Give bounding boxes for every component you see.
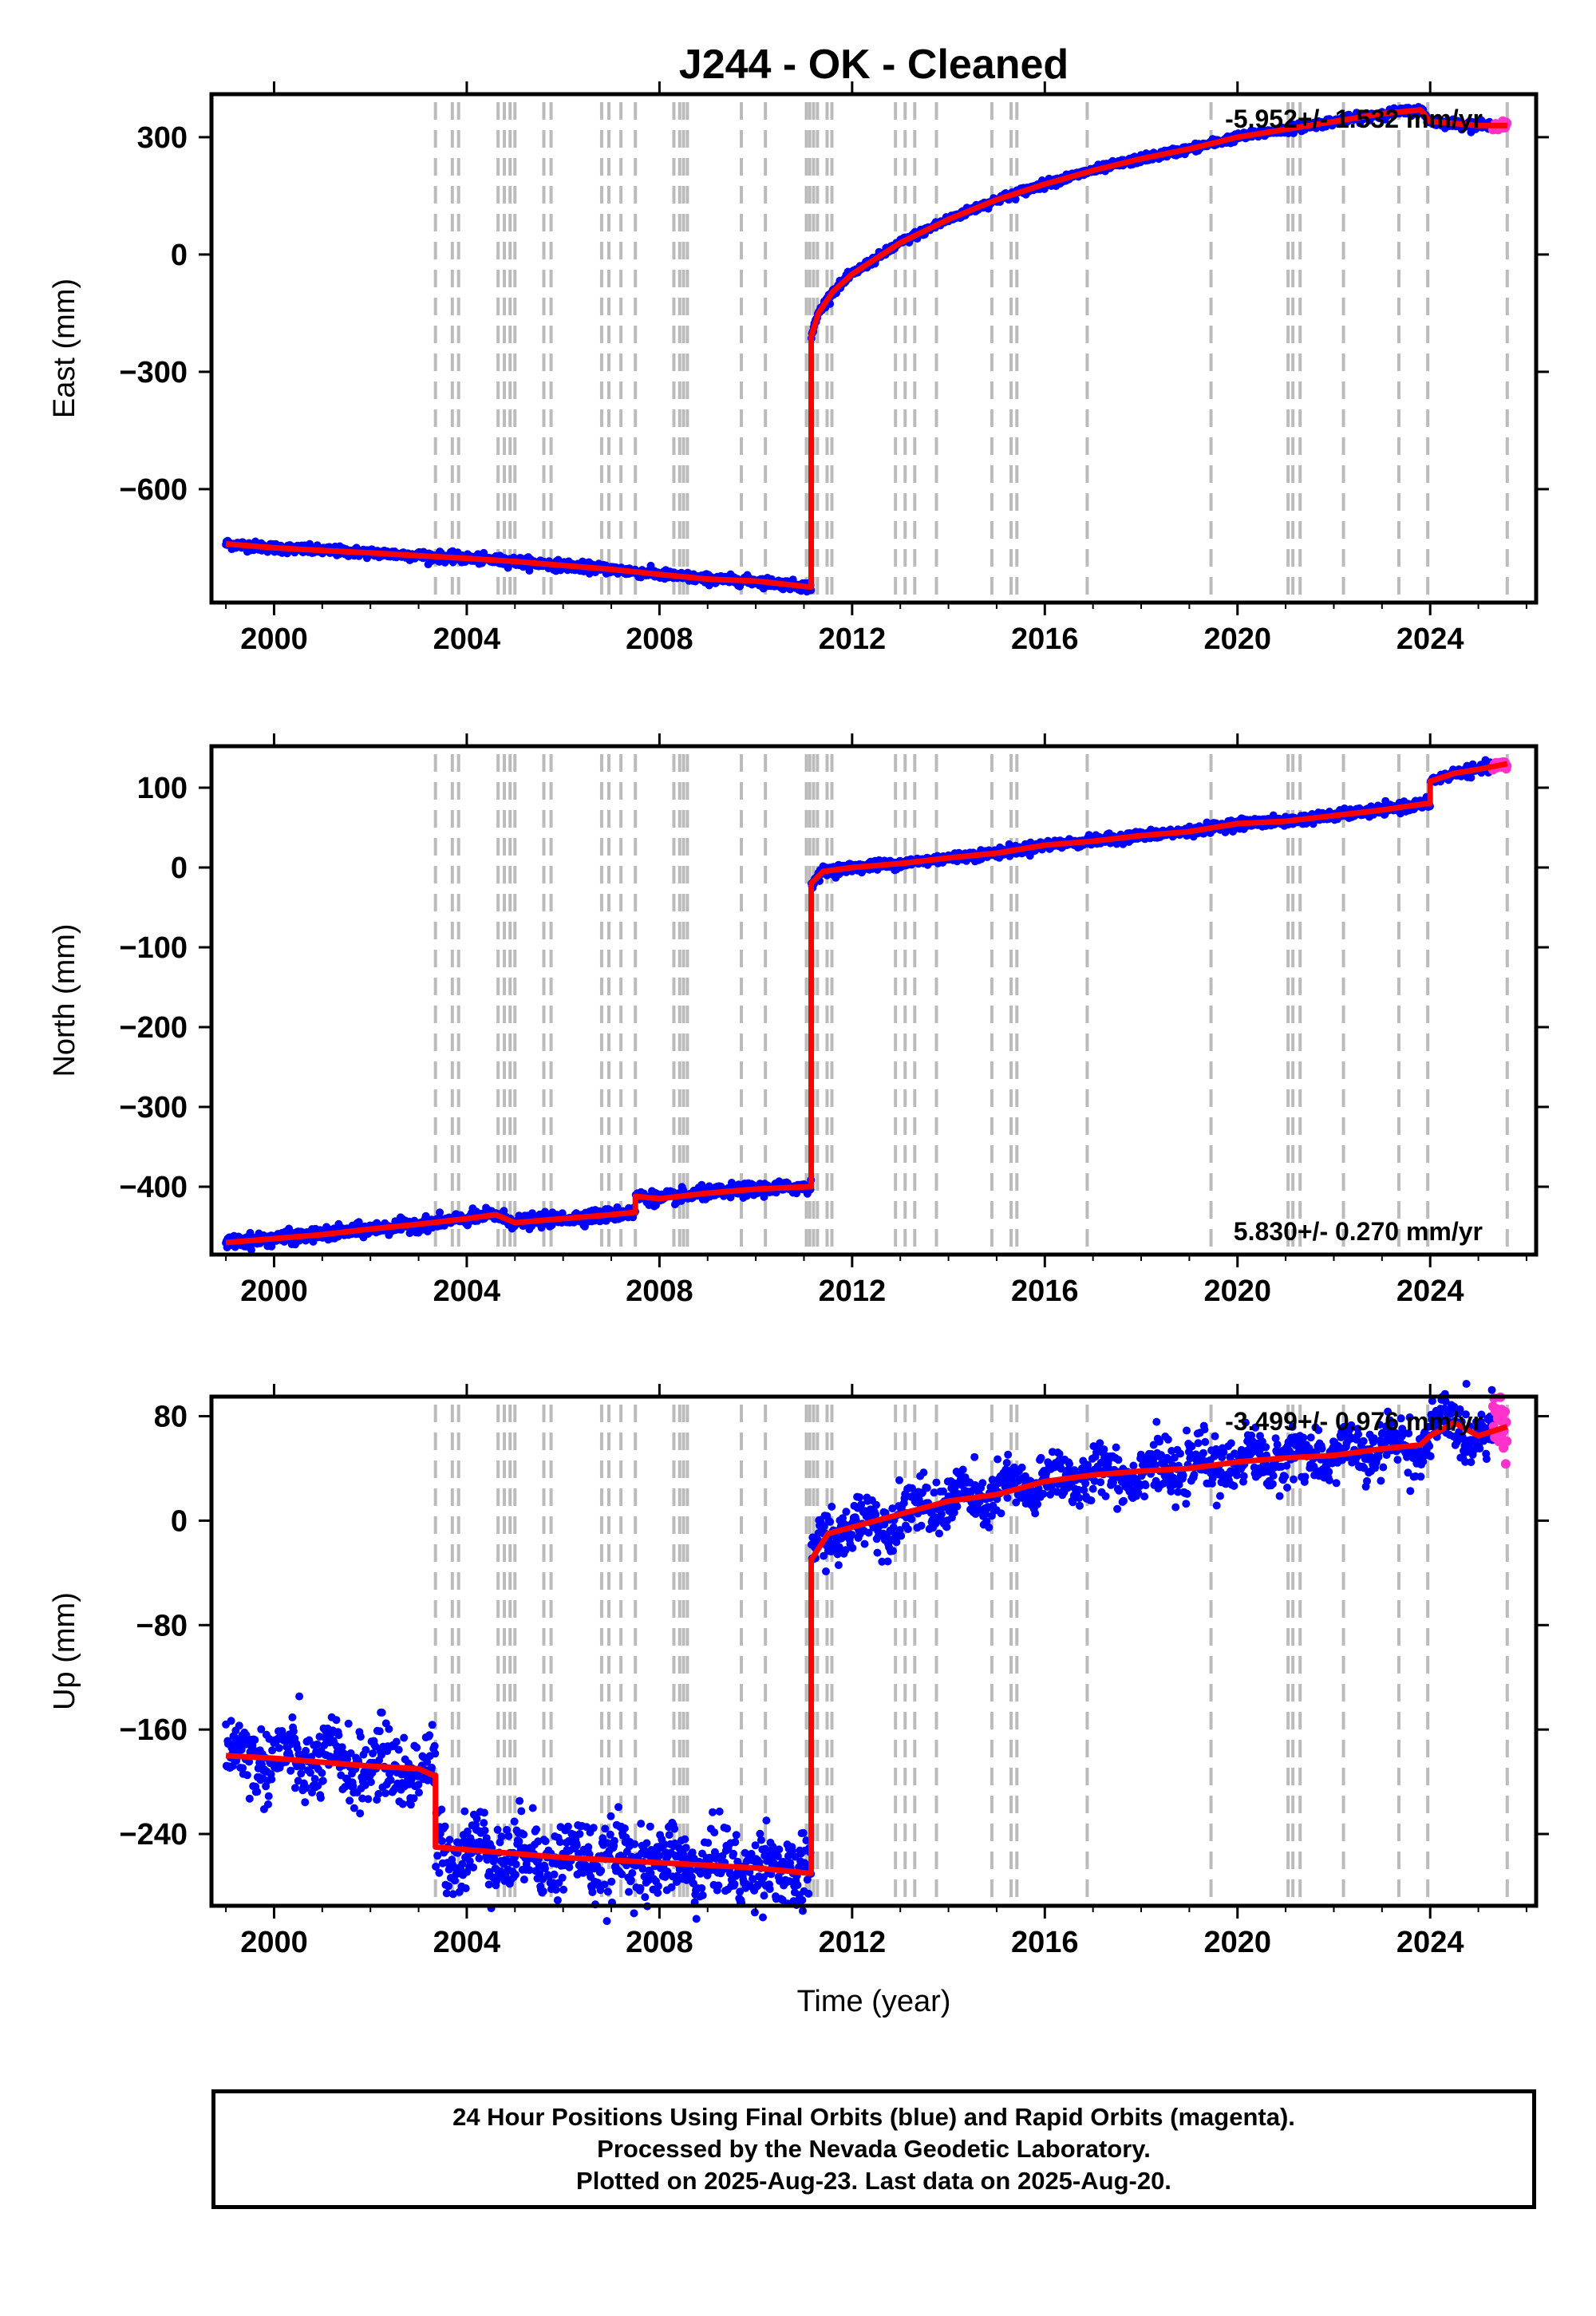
east-y-tick-label: 300 <box>137 121 188 155</box>
final-orbit-point <box>301 1798 310 1807</box>
final-orbit-point <box>334 1731 343 1740</box>
final-orbit-point <box>366 1778 375 1786</box>
final-orbit-point <box>377 1708 386 1717</box>
final-orbit-point <box>264 1792 273 1800</box>
east-x-tick-label: 2008 <box>626 622 693 656</box>
east-position-points <box>222 103 1512 596</box>
north-x-tick-label: 2012 <box>819 1275 887 1308</box>
final-orbit-point <box>356 1733 365 1741</box>
east-y-axis-label: East (mm) <box>48 279 81 418</box>
final-orbit-point <box>400 1733 409 1742</box>
final-orbit-point <box>253 1788 262 1796</box>
final-orbit-point <box>297 1769 306 1778</box>
final-orbit-point <box>235 1721 243 1730</box>
final-orbit-point <box>275 1744 283 1753</box>
final-orbit-point <box>369 1749 377 1758</box>
north-y-tick-label: 100 <box>137 772 188 805</box>
north-y-tick-label: −200 <box>119 1011 188 1045</box>
up-position-points <box>222 1380 1512 1926</box>
final-orbit-point <box>302 1746 310 1755</box>
north-model-line <box>225 761 1508 1246</box>
north-panel: 2000 2004 2008 2012 2016 2020 2024 −400 −300 −200… <box>48 733 1549 1308</box>
north-position-points <box>222 756 1512 1255</box>
north-y-tick-label: −100 <box>119 931 188 965</box>
final-orbit-point <box>289 1727 298 1736</box>
north-y-tick-label: −300 <box>119 1091 188 1124</box>
north-y-axis-label: North (mm) <box>48 923 81 1077</box>
east-event-lines <box>433 102 1509 599</box>
east-plot-frame <box>209 92 1539 605</box>
final-orbit-point <box>381 1789 389 1797</box>
north-y-tick-label: −400 <box>119 1171 188 1204</box>
final-orbit-point <box>251 1736 259 1745</box>
final-orbit-point <box>385 1725 393 1733</box>
final-orbit-point <box>316 1793 325 1802</box>
north-x-tick-label: 2016 <box>1011 1275 1079 1308</box>
final-orbit-point <box>318 1769 326 1777</box>
final-orbit-point <box>318 1777 327 1785</box>
final-orbit-point <box>386 1776 395 1784</box>
final-orbit-point <box>313 1740 322 1749</box>
north-y-tick-label: 0 <box>171 852 188 885</box>
east-x-tick-label: 2004 <box>433 622 501 656</box>
final-orbit-point <box>1011 195 1020 204</box>
final-orbit-point <box>356 1809 365 1818</box>
east-y-tick-label: −300 <box>119 356 188 389</box>
final-orbit-point <box>291 1784 299 1792</box>
north-x-tick-label: 2024 <box>1396 1275 1464 1308</box>
final-orbit-point <box>310 1775 319 1783</box>
final-orbit-point <box>398 1800 407 1808</box>
final-orbit-point <box>288 1713 297 1721</box>
east-x-tick-label: 2024 <box>1396 622 1464 656</box>
final-orbit-point <box>243 1771 251 1780</box>
final-orbit-point <box>268 1746 277 1755</box>
east-y-tick-label: 0 <box>171 239 188 272</box>
up-panel: 2000 2004 2008 2012 2016 2020 2024−240−160−800… <box>48 1380 1549 1959</box>
final-orbit-point <box>361 1745 370 1754</box>
north-x-tick-label: 2008 <box>626 1275 693 1308</box>
north-rate-annotation: 5.830+/- 0.270 mm/yr <box>1234 1217 1483 1246</box>
east-x-tick-label: 2000 <box>240 622 308 656</box>
final-orbit-point <box>332 1716 341 1725</box>
final-orbit-point <box>227 1717 235 1725</box>
east-x-tick-label: 2012 <box>819 622 887 656</box>
north-x-tick-label: 2004 <box>433 1275 501 1308</box>
final-orbit-point <box>364 1795 373 1804</box>
final-orbit-point <box>295 1692 304 1701</box>
east-panel: 2000 2004 2008 2012 2016 2020 2024 −600 −300 0 300… <box>48 81 1549 656</box>
east-rate-annotation: -5.952+/- 1.532 mm/yr <box>1225 105 1483 133</box>
final-orbit-point <box>344 1719 353 1728</box>
north-x-tick-label: 2020 <box>1203 1275 1271 1308</box>
final-orbit-point <box>392 1737 401 1746</box>
final-orbit-point <box>245 1794 254 1803</box>
east-model-line <box>225 107 1507 590</box>
final-orbit-point <box>267 1775 276 1784</box>
final-orbit-point <box>346 1796 354 1805</box>
figure-title: J244 - OK - Cleaned <box>679 41 1069 88</box>
east-y-tick-label: −600 <box>119 473 188 507</box>
final-orbit-point <box>394 1745 403 1754</box>
final-orbit-point <box>264 1800 272 1808</box>
east-x-tick-label: 2016 <box>1011 622 1079 656</box>
east-x-tick-label: 2020 <box>1203 622 1271 656</box>
north-event-lines <box>433 754 1509 1251</box>
north-x-tick-label: 2000 <box>240 1275 308 1308</box>
final-orbit-point <box>375 1727 384 1736</box>
final-orbit-point <box>374 1789 383 1798</box>
